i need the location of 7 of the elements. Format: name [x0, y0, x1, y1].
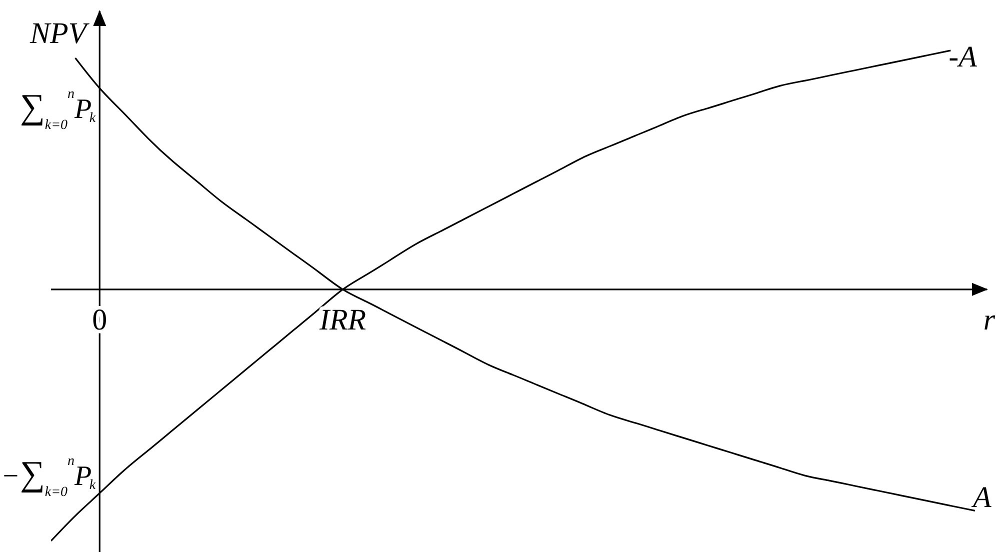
series-label: A	[971, 480, 992, 514]
series-label: -A	[948, 40, 978, 74]
annotation: −∑$_{k=0}$$^{n}$P$_{k}$	[1, 454, 96, 500]
annotation: ∑$_{k=0}$$^{n}$P$_{k}$	[20, 87, 96, 133]
x-axis-title: r	[983, 303, 996, 336]
x-tick-label: IRR	[318, 303, 366, 336]
y-axis-title: NPV	[28, 17, 90, 50]
